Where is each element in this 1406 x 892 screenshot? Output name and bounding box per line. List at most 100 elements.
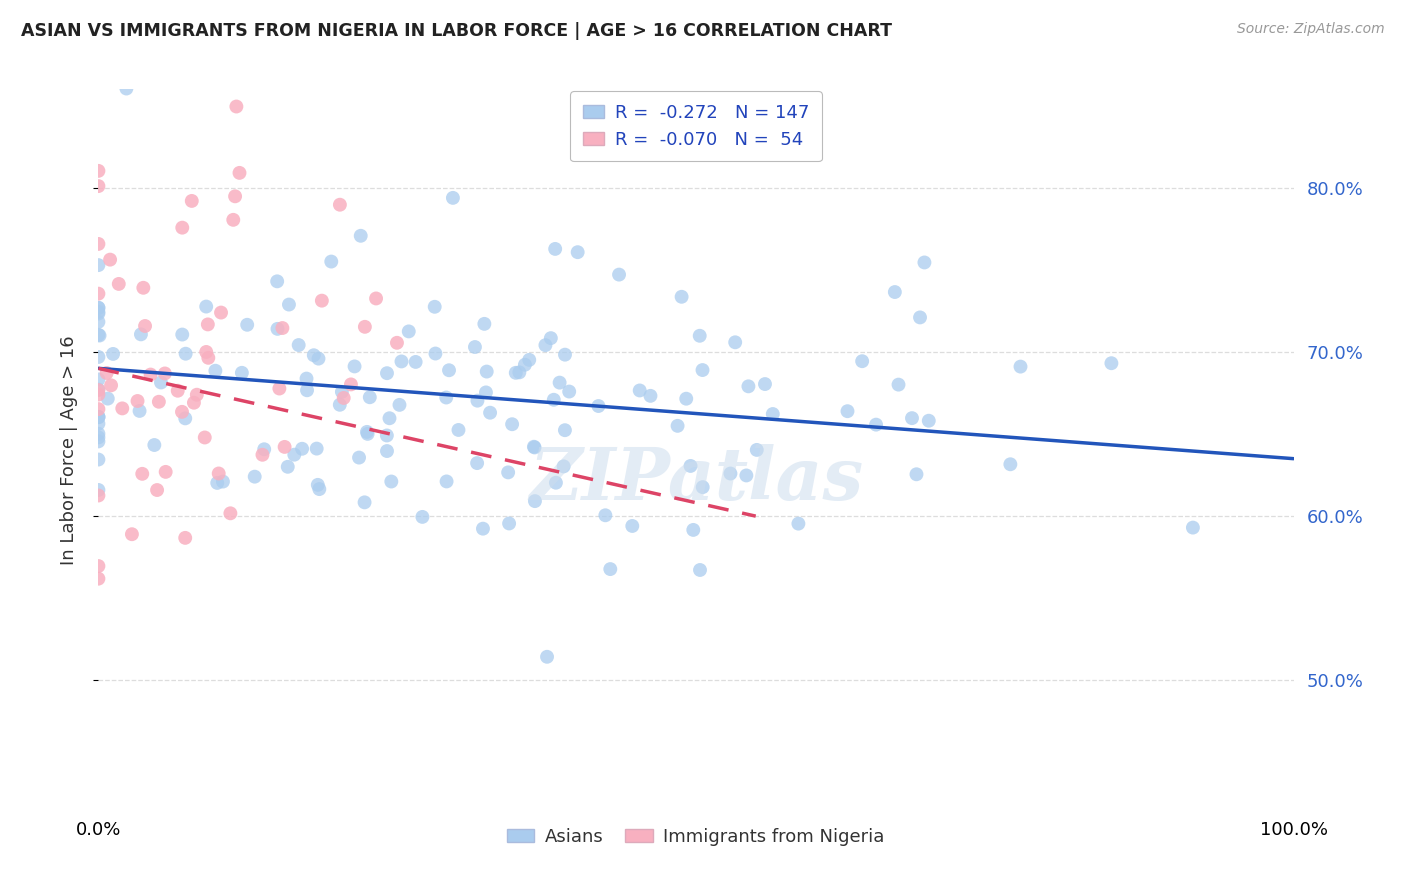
Point xyxy=(464,340,486,354)
Point xyxy=(225,99,247,113)
Point xyxy=(101,347,124,361)
Point xyxy=(291,442,314,456)
Point xyxy=(243,469,266,483)
Point xyxy=(912,255,935,269)
Point xyxy=(183,395,205,409)
Point xyxy=(311,293,333,308)
Point xyxy=(87,236,110,251)
Point xyxy=(236,318,259,332)
Point xyxy=(87,402,110,417)
Point xyxy=(87,350,110,364)
Point xyxy=(607,268,630,282)
Point xyxy=(305,442,328,456)
Point xyxy=(98,252,121,267)
Point xyxy=(754,377,776,392)
Point xyxy=(283,448,305,462)
Point xyxy=(269,382,291,396)
Point xyxy=(287,338,309,352)
Point xyxy=(87,434,110,449)
Point xyxy=(107,277,129,291)
Point xyxy=(1010,359,1032,374)
Point xyxy=(905,467,928,482)
Point xyxy=(762,407,785,421)
Point xyxy=(194,430,217,444)
Point xyxy=(170,405,193,419)
Text: ZIPatlas: ZIPatlas xyxy=(529,444,863,515)
Point xyxy=(87,387,110,401)
Text: Source: ZipAtlas.com: Source: ZipAtlas.com xyxy=(1237,22,1385,37)
Point xyxy=(356,425,378,439)
Point xyxy=(228,166,250,180)
Point xyxy=(302,348,325,362)
Point xyxy=(166,384,188,398)
Point xyxy=(97,392,120,406)
Point xyxy=(471,522,494,536)
Point xyxy=(405,355,427,369)
Point xyxy=(378,411,401,425)
Point xyxy=(628,384,651,398)
Point xyxy=(132,281,155,295)
Point xyxy=(329,198,352,212)
Point xyxy=(253,442,276,457)
Point xyxy=(87,305,110,319)
Point xyxy=(567,245,589,260)
Point xyxy=(475,385,498,400)
Point xyxy=(87,179,110,194)
Point xyxy=(195,300,218,314)
Point xyxy=(231,366,253,380)
Point xyxy=(465,456,488,470)
Point xyxy=(224,189,246,203)
Point xyxy=(523,440,546,454)
Point xyxy=(689,563,711,577)
Point xyxy=(787,516,810,531)
Point xyxy=(87,559,110,574)
Point xyxy=(121,527,143,541)
Point xyxy=(174,531,197,545)
Point xyxy=(689,328,711,343)
Point xyxy=(308,351,330,366)
Point xyxy=(87,452,110,467)
Point xyxy=(131,467,153,481)
Point xyxy=(682,523,704,537)
Point xyxy=(356,426,378,441)
Point xyxy=(207,475,229,490)
Point xyxy=(375,428,398,442)
Point xyxy=(380,475,402,489)
Point xyxy=(273,440,295,454)
Point xyxy=(447,423,470,437)
Point xyxy=(467,393,489,408)
Point xyxy=(883,285,905,299)
Point xyxy=(441,191,464,205)
Point xyxy=(174,347,197,361)
Point xyxy=(391,354,413,368)
Point xyxy=(544,242,567,256)
Point xyxy=(128,404,150,418)
Point xyxy=(174,411,197,425)
Point xyxy=(671,290,693,304)
Point xyxy=(350,228,373,243)
Point xyxy=(271,321,294,335)
Point xyxy=(87,483,110,497)
Point xyxy=(87,327,110,342)
Point xyxy=(308,482,330,496)
Point xyxy=(139,368,162,382)
Point xyxy=(385,335,408,350)
Point xyxy=(180,194,202,208)
Point xyxy=(208,467,231,481)
Point xyxy=(505,366,527,380)
Point xyxy=(918,414,941,428)
Point xyxy=(745,442,768,457)
Point xyxy=(134,318,156,333)
Point xyxy=(388,398,411,412)
Point xyxy=(540,331,562,345)
Point xyxy=(150,376,173,390)
Point xyxy=(146,483,169,497)
Point xyxy=(1099,356,1122,370)
Point xyxy=(517,352,540,367)
Point xyxy=(737,379,759,393)
Point xyxy=(87,164,110,178)
Point xyxy=(554,348,576,362)
Point xyxy=(155,465,177,479)
Point xyxy=(87,301,110,315)
Point xyxy=(172,220,194,235)
